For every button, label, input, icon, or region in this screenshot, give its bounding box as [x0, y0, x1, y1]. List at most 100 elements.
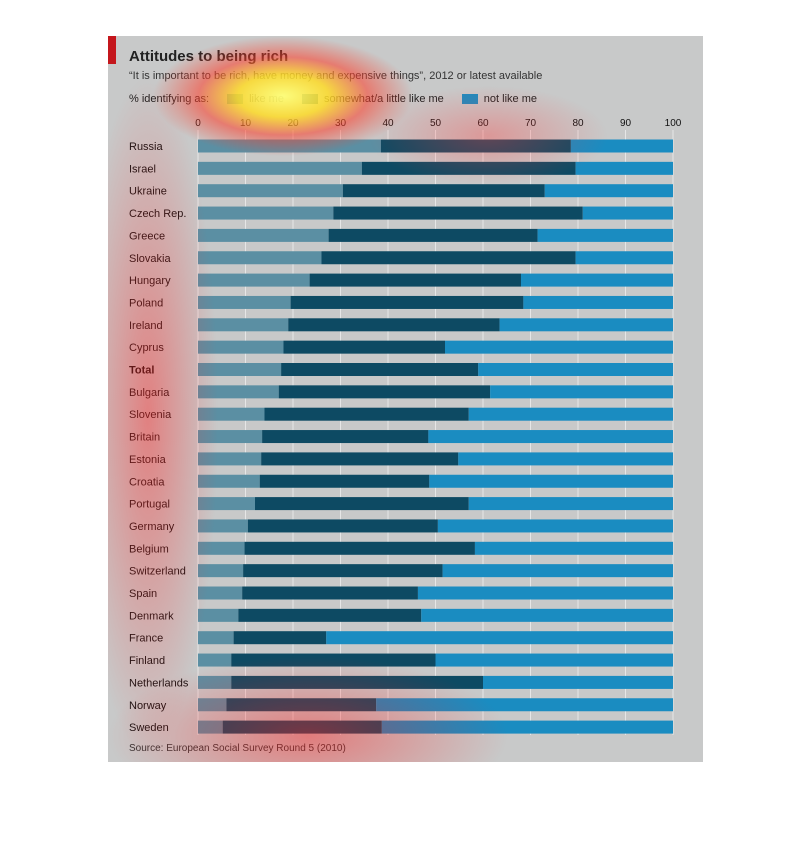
- category-label: Slovenia: [129, 409, 172, 421]
- bar-segment-somewhat: [255, 497, 469, 511]
- category-label: Portugal: [129, 499, 170, 511]
- category-label: Norway: [129, 700, 167, 712]
- bar-segment-somewhat: [264, 407, 469, 421]
- category-label: Greece: [129, 230, 165, 242]
- x-tick-label: 60: [477, 118, 489, 129]
- category-label: Germany: [129, 521, 175, 533]
- category-label: Slovakia: [129, 253, 171, 265]
- bar-segment-like: [198, 698, 227, 712]
- category-label: Netherlands: [129, 677, 189, 689]
- bar-segment-somewhat: [233, 631, 327, 645]
- bar-segment-like: [198, 407, 265, 421]
- x-tick-label: 40: [382, 118, 394, 129]
- bar-segment-like: [198, 497, 255, 511]
- bar-segment-like: [198, 273, 310, 287]
- bar-segment-like: [198, 385, 279, 399]
- category-label: Ireland: [129, 320, 163, 332]
- bar-segment-like: [198, 474, 260, 488]
- category-label: Cyprus: [129, 342, 164, 354]
- bar-segment-not-like: [575, 251, 673, 265]
- bar-segment-not-like: [468, 407, 673, 421]
- bar-segment-not-like: [521, 273, 673, 287]
- category-label: Russia: [129, 141, 164, 153]
- bar-segment-not-like: [381, 720, 673, 734]
- category-label: France: [129, 633, 163, 645]
- bar-segment-like: [198, 295, 291, 309]
- bar-segment-not-like: [429, 474, 673, 488]
- bar-segment-somewhat: [222, 720, 382, 734]
- category-label: Bulgaria: [129, 387, 170, 399]
- x-tick-label: 100: [665, 118, 682, 129]
- bar-segment-somewhat: [262, 430, 429, 444]
- category-label: Finland: [129, 655, 165, 667]
- x-tick-label: 50: [430, 118, 442, 129]
- bar-segment-somewhat: [243, 564, 443, 578]
- bar-segment-not-like: [417, 586, 673, 600]
- bar-segment-not-like: [468, 497, 673, 511]
- x-tick-label: 10: [240, 118, 252, 129]
- bar-segment-like: [198, 586, 243, 600]
- category-label: Czech Rep.: [129, 208, 186, 220]
- x-tick-label: 70: [525, 118, 537, 129]
- category-label: Switzerland: [129, 566, 186, 578]
- bar-segment-not-like: [582, 206, 673, 220]
- bar-segment-like: [198, 430, 263, 444]
- source-note: Source: European Social Survey Round 5 (…: [129, 743, 346, 754]
- bar-segment-like: [198, 564, 244, 578]
- bar-segment-not-like: [570, 139, 673, 153]
- x-tick-label: 0: [195, 118, 201, 129]
- category-label: Total: [129, 365, 154, 377]
- bar-segment-somewhat: [231, 653, 436, 667]
- bar-segment-like: [198, 139, 381, 153]
- x-tick-label: 20: [287, 118, 299, 129]
- bar-segment-like: [198, 541, 245, 555]
- bar-segment-somewhat: [281, 363, 479, 376]
- bar-segment-like: [198, 608, 239, 622]
- bar-segment-somewhat: [328, 228, 538, 242]
- bar-segment-like: [198, 318, 289, 332]
- bar-segment-like: [198, 251, 322, 265]
- bar-segment-not-like: [376, 698, 673, 712]
- bar-segment-somewhat: [288, 318, 500, 332]
- bar-segment-not-like: [523, 295, 673, 309]
- bar-segment-somewhat: [321, 251, 576, 265]
- category-label: Hungary: [129, 275, 171, 287]
- category-label: Poland: [129, 297, 163, 309]
- bar-segment-not-like: [575, 161, 673, 175]
- category-label: Denmark: [129, 610, 174, 622]
- bar-segment-like: [198, 184, 343, 198]
- bar-segment-somewhat: [361, 161, 576, 175]
- bar-segment-somewhat: [259, 474, 430, 488]
- bar-segment-not-like: [435, 653, 673, 667]
- bar-segment-not-like: [499, 318, 673, 332]
- bar-segment-somewhat: [309, 273, 521, 287]
- bar-segment-like: [198, 653, 232, 667]
- bar-segment-like: [198, 340, 284, 354]
- bar-segment-like: [198, 631, 234, 645]
- category-label: Belgium: [129, 543, 169, 555]
- bar-segment-not-like: [445, 340, 673, 354]
- bar-segment-like: [198, 720, 223, 734]
- bar-segment-not-like: [442, 564, 673, 578]
- bar-segment-not-like: [458, 452, 673, 466]
- bar-segment-somewhat: [380, 139, 571, 153]
- bar-segment-not-like: [490, 385, 673, 399]
- bar-segment-somewhat: [283, 340, 445, 354]
- bar-segment-somewhat: [226, 698, 377, 712]
- category-label: Sweden: [129, 722, 169, 734]
- category-label: Israel: [129, 163, 156, 175]
- bar-segment-somewhat: [261, 452, 459, 466]
- bar-segment-somewhat: [278, 385, 491, 399]
- bar-segment-like: [198, 363, 282, 376]
- bar-segment-like: [198, 452, 262, 466]
- bar-segment-not-like: [474, 541, 673, 555]
- bar-segment-not-like: [421, 608, 673, 622]
- bar-segment-not-like: [428, 430, 673, 444]
- bar-segment-not-like: [544, 184, 673, 198]
- bar-segment-somewhat: [244, 541, 475, 555]
- bar-segment-somewhat: [290, 295, 524, 309]
- x-tick-label: 30: [335, 118, 347, 129]
- x-tick-label: 80: [572, 118, 584, 129]
- category-label: Spain: [129, 588, 157, 600]
